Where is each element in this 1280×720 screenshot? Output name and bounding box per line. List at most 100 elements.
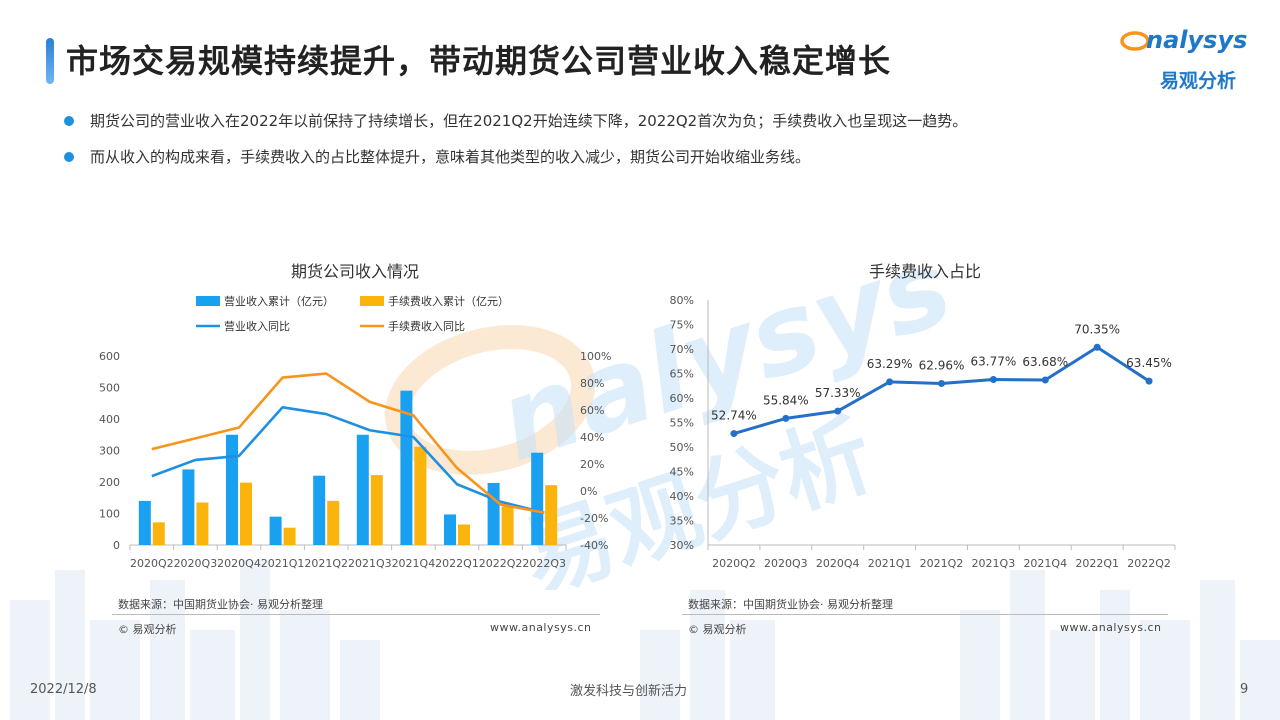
fee-bar [240, 482, 252, 545]
revenue-bar [226, 434, 238, 545]
x-tick-label: 2022Q3 [522, 557, 566, 570]
y-tick-label: 80% [670, 294, 694, 307]
data-label: 55.84% [763, 393, 809, 407]
legend-label: 手续费收入累计（亿元） [388, 294, 509, 308]
y-tick-label: 75% [670, 319, 694, 332]
legend-label: 营业收入同比 [224, 319, 290, 333]
y-right-tick-label: 80% [580, 377, 604, 390]
fee-bar [152, 522, 165, 545]
y-left-tick-label: 500 [99, 382, 120, 395]
city-skyline-background [10, 560, 1280, 720]
legend-label: 手续费收入同比 [388, 319, 465, 333]
data-point [1093, 343, 1101, 351]
data-point [782, 414, 790, 422]
data-label: 63.68% [1022, 355, 1068, 369]
y-tick-label: 60% [670, 392, 694, 405]
data-point [834, 407, 842, 415]
chart1-divider [112, 614, 600, 615]
legend-label: 营业收入累计（亿元） [224, 294, 334, 308]
revenue-bar [138, 500, 151, 545]
bullet-text: 而从收入的构成来看，手续费收入的占比整体提升，意味着其他类型的收入减少，期货公司… [90, 148, 811, 166]
x-tick-label: 2021Q2 [920, 557, 964, 570]
chart1-title: 期货公司收入情况 [290, 262, 419, 281]
data-point [1041, 376, 1049, 384]
revenue-yoy-line [151, 405, 545, 514]
fee-bar [414, 446, 427, 545]
chart2-copyright: © 易观分析 [688, 623, 747, 636]
logo-swoosh-icon [1120, 31, 1150, 51]
y-left-tick-label: 100 [99, 508, 120, 521]
data-point [886, 378, 894, 386]
x-tick-label: 2021Q2 [304, 557, 348, 570]
analysys-logo: nalysys 易观分析 [1120, 26, 1260, 96]
y-left-tick-label: 0 [113, 539, 120, 552]
x-tick-label: 2021Q1 [261, 557, 305, 570]
y-right-tick-label: 60% [580, 404, 604, 417]
x-tick-label: 2022Q2 [479, 557, 523, 570]
revenue-bar [531, 452, 544, 545]
page-number: 9 [1240, 682, 1249, 697]
chart2-title: 手续费收入占比 [868, 262, 981, 281]
fee-yoy-line [151, 372, 545, 514]
bullet-item: 而从收入的构成来看，手续费收入的占比整体提升，意味着其他类型的收入减少，期货公司… [64, 146, 967, 182]
chart2-divider [682, 614, 1168, 615]
y-right-tick-label: -20% [580, 512, 608, 525]
revenue-bar [400, 390, 413, 545]
data-label: 52.74% [711, 409, 757, 423]
data-label: 63.29% [867, 357, 913, 371]
x-tick-label: 2022Q1 [435, 557, 479, 570]
y-right-tick-label: 40% [580, 431, 604, 444]
legend-swatch [196, 296, 220, 306]
revenue-bar [356, 434, 369, 545]
revenue-bar [182, 469, 195, 545]
x-tick-label: 2020Q4 [816, 557, 860, 570]
y-tick-label: 35% [670, 515, 694, 528]
x-tick-label: 2021Q3 [348, 557, 392, 570]
fee-bar [501, 506, 514, 545]
page-title: 市场交易规模持续提升，带动期货公司营业收入稳定增长 [66, 42, 892, 80]
y-left-tick-label: 300 [99, 445, 120, 458]
y-left-tick-label: 400 [99, 413, 120, 426]
data-point [1145, 377, 1153, 385]
x-tick-label: 2021Q4 [392, 557, 436, 570]
bullet-dot-icon [64, 116, 74, 126]
data-label: 62.96% [919, 358, 965, 372]
y-left-tick-label: 600 [99, 350, 120, 363]
y-tick-label: 40% [670, 490, 694, 503]
x-tick-label: 2021Q1 [868, 557, 912, 570]
data-point [989, 376, 997, 384]
legend-swatch [360, 296, 384, 306]
footer-slogan: 激发科技与创新活力 [570, 684, 688, 699]
x-tick-label: 2020Q4 [217, 557, 261, 570]
fee-bar [283, 527, 296, 545]
bullet-dot-icon [64, 152, 74, 162]
watermark-logo: nalysys 易观分析 [384, 270, 960, 590]
data-label: 63.77% [971, 355, 1017, 369]
y-right-tick-label: 0% [580, 485, 597, 498]
bullet-item: 期货公司的营业收入在2022年以前保持了持续增长，但在2021Q2开始连续下降，… [64, 110, 967, 146]
chart2-site: www.analysys.cn [1060, 621, 1162, 634]
data-point [938, 379, 945, 387]
bullet-list: 期货公司的营业收入在2022年以前保持了持续增长，但在2021Q2开始连续下降，… [64, 110, 967, 182]
y-right-tick-label: -40% [580, 539, 608, 552]
logo-text-cn: 易观分析 [1160, 70, 1237, 92]
y-tick-label: 45% [670, 466, 694, 479]
y-right-tick-label: 20% [580, 458, 604, 471]
data-label: 57.33% [815, 386, 861, 400]
fee-bar [327, 500, 340, 545]
y-left-tick-label: 200 [99, 476, 120, 489]
y-tick-label: 30% [670, 539, 694, 552]
x-tick-label: 2020Q2 [130, 557, 174, 570]
y-right-tick-label: 100% [580, 350, 611, 363]
revenue-bar [444, 514, 456, 545]
x-tick-label: 2020Q3 [174, 557, 218, 570]
chart1-source: 数据来源：中国期货业协会· 易观分析整理 [118, 598, 323, 611]
data-label: 63.45% [1126, 356, 1172, 370]
x-tick-label: 2020Q3 [764, 557, 808, 570]
x-tick-label: 2022Q2 [1127, 557, 1171, 570]
y-tick-label: 55% [670, 417, 694, 430]
logo-text-en: nalysys [1146, 26, 1248, 54]
revenue-bar [313, 475, 326, 545]
